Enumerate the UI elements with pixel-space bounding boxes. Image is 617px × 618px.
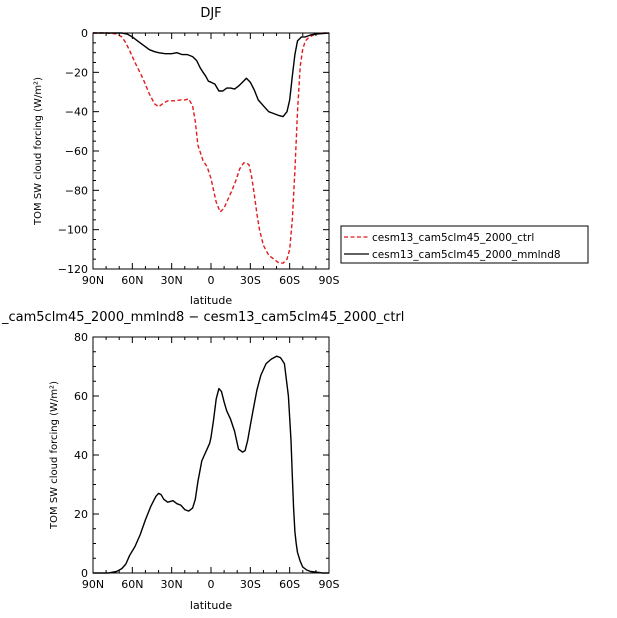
x-tick-label: 60S [279, 578, 300, 591]
y-tick-label: 20 [74, 508, 88, 521]
x-tick-label: 90S [319, 578, 340, 591]
top-chart-ylabel: TOM SW cloud forcing (W/m²) [33, 77, 44, 226]
x-tick-label: 30N [161, 274, 183, 287]
x-tick-label: 90N [82, 274, 104, 287]
legend-label-ctrl: cesm13_cam5clm45_2000_ctrl [372, 232, 534, 244]
bottom-chart-ylabel: TOM SW cloud forcing (W/m²) [49, 381, 60, 530]
x-tick-label: 90N [82, 578, 104, 591]
x-tick-label: 30N [161, 578, 183, 591]
y-tick-label: 60 [74, 390, 88, 403]
y-tick-label: −60 [65, 145, 88, 158]
y-tick-label: 80 [74, 331, 88, 344]
legend-box [340, 225, 589, 264]
x-tick-label: 60N [121, 578, 143, 591]
y-tick-label: −100 [58, 224, 88, 237]
x-tick-label: 30S [240, 578, 261, 591]
bottom-chart-xlabel: latitude [190, 599, 232, 612]
top-chart-title: DJF [200, 6, 221, 21]
y-tick-label: 0 [81, 27, 88, 40]
top-chart: DJF 90N 60N 30N 0 30S 60S 90S 0 −20 −40 −60 −80 −100… [33, 6, 589, 307]
top-chart-plot [93, 32, 330, 264]
y-tick-label: −120 [58, 263, 88, 276]
top-chart-ticks: 90N 60N 30N 0 30S 60S 90S 0 −20 −40 −60 −80 −100 −120 [58, 27, 340, 287]
series-line-cesm13-cam5clm45-2000-ctrl [93, 32, 329, 264]
y-tick-label: −40 [65, 106, 88, 119]
top-chart-xlabel: latitude [190, 294, 232, 307]
x-tick-label: 0 [208, 274, 215, 287]
x-tick-label: 60S [279, 274, 300, 287]
y-tick-label: 40 [74, 449, 88, 462]
x-tick-label: 0 [208, 578, 215, 591]
y-tick-label: 0 [81, 567, 88, 580]
bottom-chart: _cam5clm45_2000_mmlnd8 − cesm13_cam5clm4… [1, 310, 404, 612]
y-tick-label: −20 [65, 66, 88, 79]
legend: cesm13_cam5clm45_2000_ctrl cesm13_cam5cl… [340, 225, 589, 264]
series-line-difference [93, 355, 329, 574]
bottom-chart-frame [92, 336, 330, 574]
x-tick-label: 30S [240, 274, 261, 287]
x-tick-label: 90S [319, 274, 340, 287]
bottom-chart-ticks: 90N 60N 30N 0 30S 60S 90S 0 20 40 60 80 [74, 331, 340, 591]
legend-label-mmlnd8: cesm13_cam5clm45_2000_mmlnd8 [372, 249, 561, 261]
x-tick-label: 60N [121, 274, 143, 287]
series-line-cesm13-cam5clm45-2000-mmlnd8 [93, 32, 330, 118]
bottom-chart-title: _cam5clm45_2000_mmlnd8 − cesm13_cam5clm4… [1, 310, 404, 325]
y-tick-label: −80 [65, 184, 88, 197]
bottom-chart-plot [93, 355, 329, 574]
